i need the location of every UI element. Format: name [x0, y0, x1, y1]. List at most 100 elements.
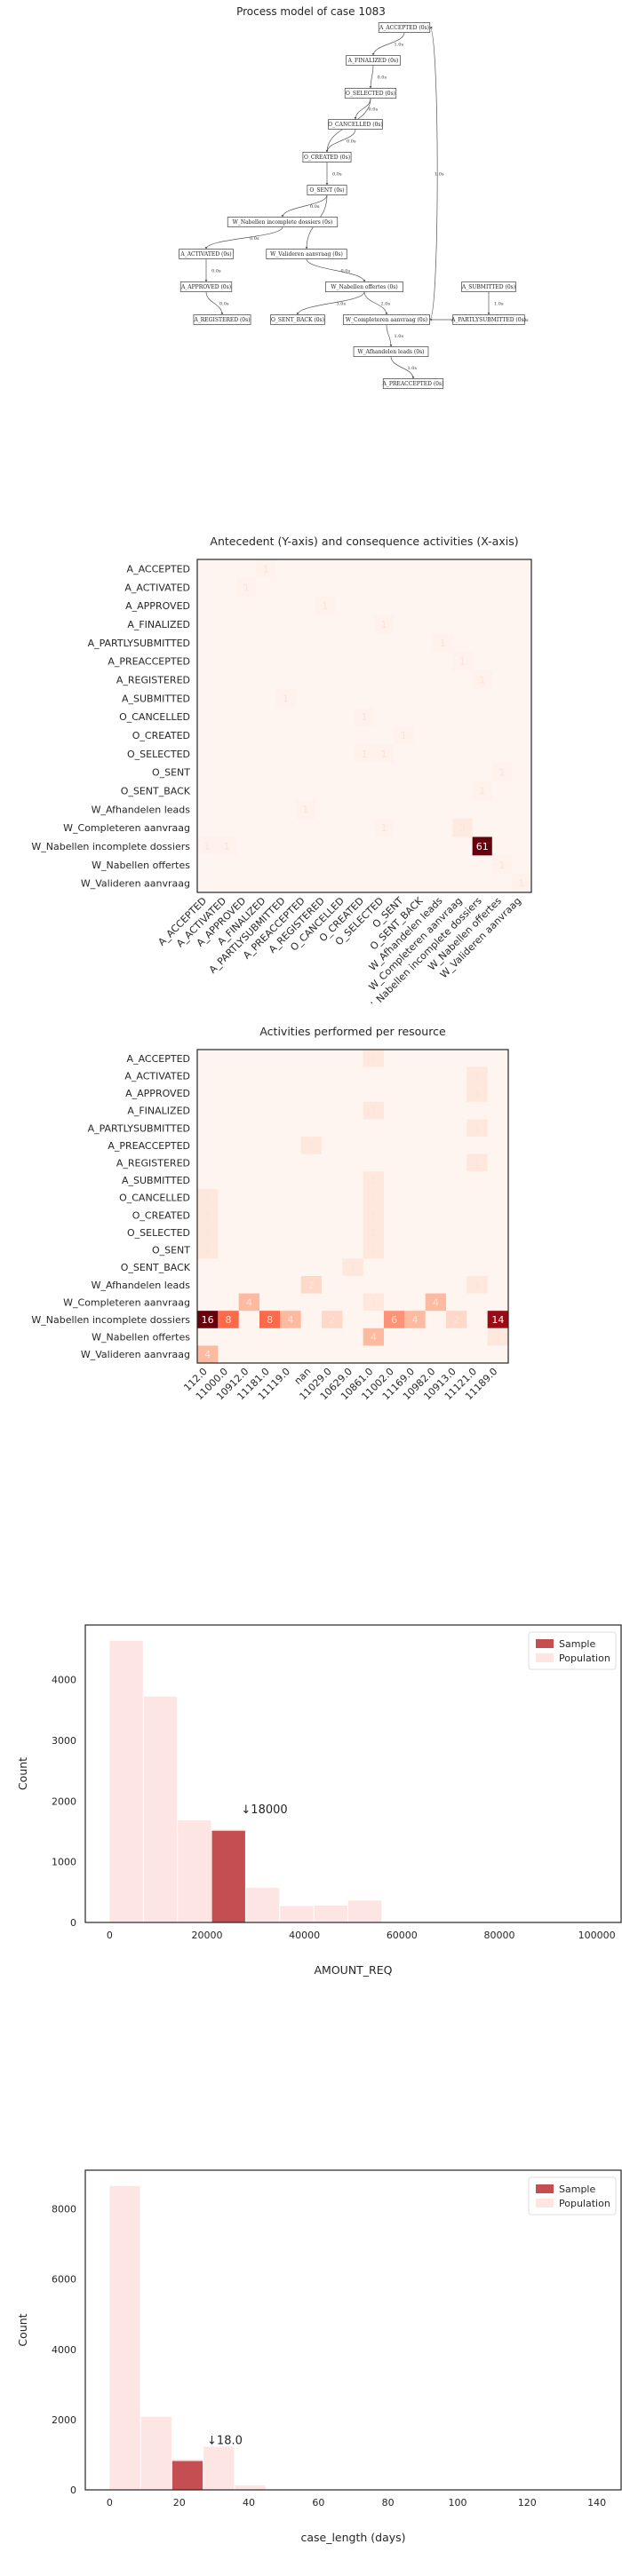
y-tick-label: 0	[70, 1917, 76, 1929]
heatmap-cell-label: 16	[202, 1314, 214, 1326]
heatmap-cell	[322, 1311, 343, 1328]
heatmap-y-tick-label: O_SENT_BACK	[121, 785, 191, 797]
heatmap-cell-label: 14	[491, 1314, 504, 1326]
process-edge-label: 1.0s	[494, 302, 504, 307]
process-edge-label: 1.0s	[395, 334, 404, 339]
heatmap-y-tick-label: O_CREATED	[132, 1209, 190, 1221]
heatmap-y-tick-label: O_CANCELLED	[119, 1193, 190, 1204]
heatmap-cell-label: 1	[302, 804, 308, 815]
sample-bar	[171, 2461, 203, 2490]
process-model-graph: Process model of case 1083 1.0s 0.0s 0.0s 1…	[179, 5, 529, 389]
heatmap-cell-label: 4	[371, 1332, 377, 1343]
process-node-o-sent: O_SENT (0s)	[307, 185, 347, 195]
population-bar	[203, 2446, 235, 2490]
heatmap-cell-label: 61	[476, 841, 489, 852]
process-edge-label: 1.0s	[408, 366, 418, 371]
heatmap-cell	[218, 1311, 239, 1328]
heatmap-cell-label: 1	[350, 1262, 356, 1273]
heatmap-y-tick-label: W_Nabellen incomplete dossiers	[31, 1314, 190, 1326]
heatmap-cell	[433, 633, 453, 653]
x-tick-label: 140	[587, 2497, 606, 2509]
process-edge-label: 0.0s	[332, 172, 342, 178]
heatmap-cell	[236, 577, 257, 597]
heatmap-cell-label: 1	[498, 767, 505, 779]
heatmap-y-tick-label: A_APPROVED	[125, 1088, 190, 1099]
heatmap-cell	[300, 1275, 322, 1294]
heatmap-cell-label: 1	[371, 1227, 377, 1239]
y-tick-label: 1000	[52, 1857, 76, 1868]
heatmap-cell	[472, 670, 492, 689]
heatmap-y-tick-label: A_SUBMITTED	[122, 693, 190, 704]
heatmap-cell-label: 1	[224, 841, 230, 852]
heatmap-y-tick-label: O_SENT	[152, 767, 190, 779]
heatmap-cell-label: 1	[371, 1245, 377, 1256]
sample-bar	[211, 1830, 245, 1922]
heatmap-cell-label: 1	[371, 1106, 377, 1117]
population-bar	[348, 1900, 382, 1922]
heatmap-cell-label: 1	[371, 1175, 377, 1186]
process-edge	[369, 65, 374, 89]
process-node-a-partlysubmitted: A_PARTLYSUBMITTED (0s)	[451, 314, 526, 325]
y-tick-label: 4000	[52, 1675, 76, 1686]
process-node-label: A_FINALIZED (0s)	[347, 58, 399, 64]
process-node-a-finalized: A_FINALIZED (0s)	[346, 55, 401, 66]
process-edge	[363, 291, 388, 315]
heatmap-y-tick-label: A_ACCEPTED	[127, 1053, 190, 1065]
heatmap-y-tick-label: W_Afhandelen leads	[92, 1280, 191, 1291]
heatmap-y-tick-label: A_PARTLYSUBMITTED	[88, 1122, 190, 1134]
process-edge-label: 0.0s	[341, 269, 351, 274]
y-tick-label: 2000	[52, 2414, 76, 2426]
heatmap-cell-label: 1	[283, 693, 289, 704]
process-edge-label: 0.0s	[310, 204, 320, 210]
process-node-w-nabellen-offertes: W_Nabellen offertes (0s)	[324, 281, 403, 292]
heatmap-cell	[394, 725, 414, 745]
heatmap-y-tick-label: O_CREATED	[132, 730, 190, 741]
heatmap-cell-label: 2	[453, 1314, 459, 1326]
heatmap-cell	[197, 1188, 219, 1207]
x-tick-label: 0	[107, 2497, 113, 2509]
y-tick-label: 2000	[52, 1795, 76, 1807]
heatmap-cell	[259, 1311, 281, 1328]
population-bar	[143, 1696, 178, 1922]
heatmap-cell-label: 6	[391, 1314, 397, 1326]
process-edge	[281, 194, 328, 218]
heatmap-cell	[466, 1066, 488, 1085]
process-node-label: A_ACTIVATED (0s)	[179, 251, 231, 258]
process-edge	[204, 226, 283, 250]
process-edge-label: 1.0s	[435, 172, 444, 178]
heatmap-cell	[217, 836, 237, 856]
x-tick-label: 20	[173, 2497, 186, 2509]
process-node-label: A_PREACCEPTED (0s)	[382, 381, 444, 387]
legend-swatch	[536, 2199, 554, 2207]
heatmap-cell-label: 1	[308, 1140, 315, 1152]
process-node-a-accepted: A_ACCEPTED (0s)	[378, 22, 431, 33]
heatmap-cell	[466, 1275, 488, 1294]
heatmap-cell-label: 1	[362, 749, 368, 760]
histogram-frame	[84, 2169, 622, 2491]
heatmap-cell-label: 1	[474, 1088, 481, 1099]
process-edge	[371, 32, 405, 56]
process-node-label: O_CREATED (0s)	[304, 155, 350, 161]
resource-heatmap: Activities performed per resource 1 1 1 1 1 1 1…	[31, 1025, 509, 1402]
heatmap-title: Activities performed per resource	[259, 1025, 446, 1038]
heatmap-y-tick-label: A_PREACCEPTED	[108, 656, 190, 668]
heatmap-cell-label: 2	[308, 1280, 315, 1291]
process-node-label: W_Valideren aanvraag (0s)	[270, 251, 343, 258]
heatmap-cell-label: 1	[371, 1193, 377, 1204]
heatmap-cell	[491, 855, 512, 875]
heatmap-cell-label: 8	[267, 1314, 273, 1326]
process-edge-label: 0.0s	[347, 139, 356, 145]
process-edge-label: 1.0s	[395, 43, 404, 48]
y-tick-label: 8000	[52, 2204, 76, 2215]
process-edge-label: 0.0s	[378, 75, 387, 81]
heatmap-cell	[452, 818, 473, 837]
heatmap-cell-label: 1	[440, 638, 446, 649]
heatmap-y-tick-label: A_REGISTERED	[116, 1157, 190, 1169]
heatmap-cell-label: 1	[371, 1296, 377, 1308]
x-tick-label: 80000	[483, 1930, 514, 1941]
heatmap-cell	[280, 1311, 301, 1328]
heatmap-cell	[363, 1293, 384, 1312]
population-bar	[245, 1888, 280, 1922]
heatmap-y-tick-label: A_PREACCEPTED	[108, 1140, 190, 1152]
heatmap-cell-label: 1	[381, 822, 387, 834]
